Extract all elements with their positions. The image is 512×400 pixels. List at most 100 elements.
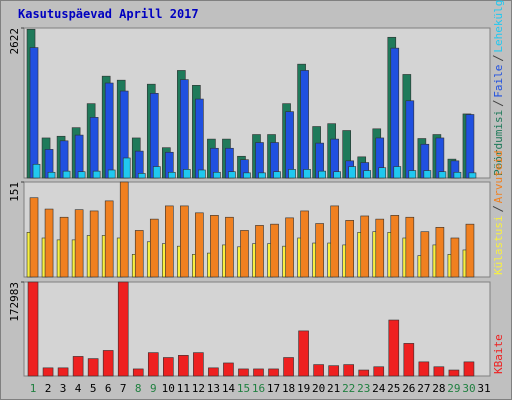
- bar: [465, 114, 475, 179]
- legend-label: Külastusi: [492, 215, 505, 275]
- legend-separator: [492, 55, 504, 62]
- bar: [378, 167, 387, 179]
- x-tick-label: 18: [282, 382, 295, 395]
- bar: [168, 171, 176, 179]
- bar: [137, 173, 146, 179]
- legend-label: Pöördumisi: [492, 110, 505, 176]
- bar: [408, 170, 417, 179]
- bar: [228, 171, 236, 179]
- bar: [29, 47, 39, 179]
- bar: [318, 170, 326, 179]
- x-tick-label: 10: [162, 382, 175, 395]
- bar: [149, 218, 159, 278]
- bar: [149, 93, 159, 179]
- bar: [44, 208, 54, 278]
- x-tick-label: 24: [372, 382, 386, 395]
- bar: [438, 171, 447, 179]
- bar: [107, 169, 116, 179]
- bar: [273, 171, 281, 179]
- bar: [47, 171, 56, 179]
- x-tick-label: 1: [30, 382, 37, 395]
- bar: [313, 364, 324, 377]
- x-tick-label: 21: [327, 382, 340, 395]
- bar: [390, 215, 400, 278]
- bar: [183, 169, 191, 179]
- bar: [405, 216, 415, 278]
- legend: Külastusi Arvuteid: [492, 150, 505, 275]
- legend: Pöördumisi Faile Lehekülgi: [492, 0, 505, 176]
- bar: [87, 358, 99, 377]
- x-tick-label: 2: [45, 382, 52, 395]
- bar: [223, 362, 234, 377]
- bar: [348, 166, 356, 179]
- x-tick-label: 26: [402, 382, 415, 395]
- bar: [388, 319, 400, 377]
- bar: [132, 368, 144, 377]
- x-tick-label: 12: [192, 382, 205, 395]
- legend-label: Arvuteid: [492, 150, 505, 203]
- bar: [300, 210, 309, 278]
- x-tick-label: 13: [207, 382, 220, 395]
- bar: [195, 98, 204, 179]
- bar: [193, 352, 204, 377]
- bar: [343, 364, 354, 377]
- x-tick-label: 28: [432, 382, 445, 395]
- bar: [74, 209, 84, 278]
- bar: [178, 355, 189, 377]
- x-tick-label: 19: [297, 382, 310, 395]
- x-tick-label: 30: [462, 382, 475, 395]
- x-tick-label: 7: [120, 382, 127, 395]
- bar: [253, 368, 264, 377]
- bar: [32, 163, 41, 179]
- bar: [152, 166, 161, 179]
- y-tick-label: 151: [8, 182, 21, 202]
- bar: [468, 172, 477, 179]
- bar: [283, 357, 294, 377]
- bar: [453, 171, 462, 179]
- bar: [225, 216, 234, 278]
- x-tick-label: 3: [60, 382, 67, 395]
- bar: [243, 172, 251, 179]
- bar: [423, 170, 432, 179]
- x-tick-label: 11: [177, 382, 190, 395]
- bar: [122, 157, 131, 179]
- bar: [77, 171, 86, 179]
- bar: [180, 79, 189, 179]
- x-tick-label: 5: [90, 382, 97, 395]
- bar: [390, 47, 400, 179]
- x-tick-label: 9: [150, 382, 157, 395]
- bar: [315, 223, 324, 278]
- bar: [270, 223, 279, 278]
- bar: [373, 366, 385, 377]
- bar: [303, 169, 311, 179]
- x-tick-label: 14: [222, 382, 236, 395]
- legend-label: Lehekülgi: [492, 0, 505, 53]
- x-tick-label: 8: [135, 382, 142, 395]
- x-tick-label: 25: [387, 382, 400, 395]
- bar: [210, 215, 219, 278]
- x-tick-label: 15: [237, 382, 250, 395]
- bar: [72, 356, 84, 377]
- bar: [59, 216, 69, 278]
- bar: [62, 170, 71, 179]
- bar: [463, 361, 475, 377]
- bar: [240, 230, 249, 278]
- bar: [285, 111, 294, 179]
- bar: [104, 200, 114, 278]
- bar: [448, 369, 460, 377]
- legend-label: Faile: [492, 65, 505, 98]
- x-tick-label: 27: [417, 382, 430, 395]
- x-tick-label: 16: [252, 382, 265, 395]
- bar: [195, 212, 204, 278]
- bar: [258, 172, 266, 179]
- bar: [255, 225, 264, 278]
- y-tick-label: 172983: [8, 282, 21, 322]
- bar: [29, 197, 39, 278]
- x-tick-label: 4: [75, 382, 82, 395]
- bar: [333, 171, 341, 179]
- bar: [420, 231, 430, 278]
- x-tick-label: 31: [477, 382, 490, 395]
- bar: [358, 369, 370, 377]
- legend-label: KBaite: [492, 334, 505, 374]
- bar: [435, 226, 445, 278]
